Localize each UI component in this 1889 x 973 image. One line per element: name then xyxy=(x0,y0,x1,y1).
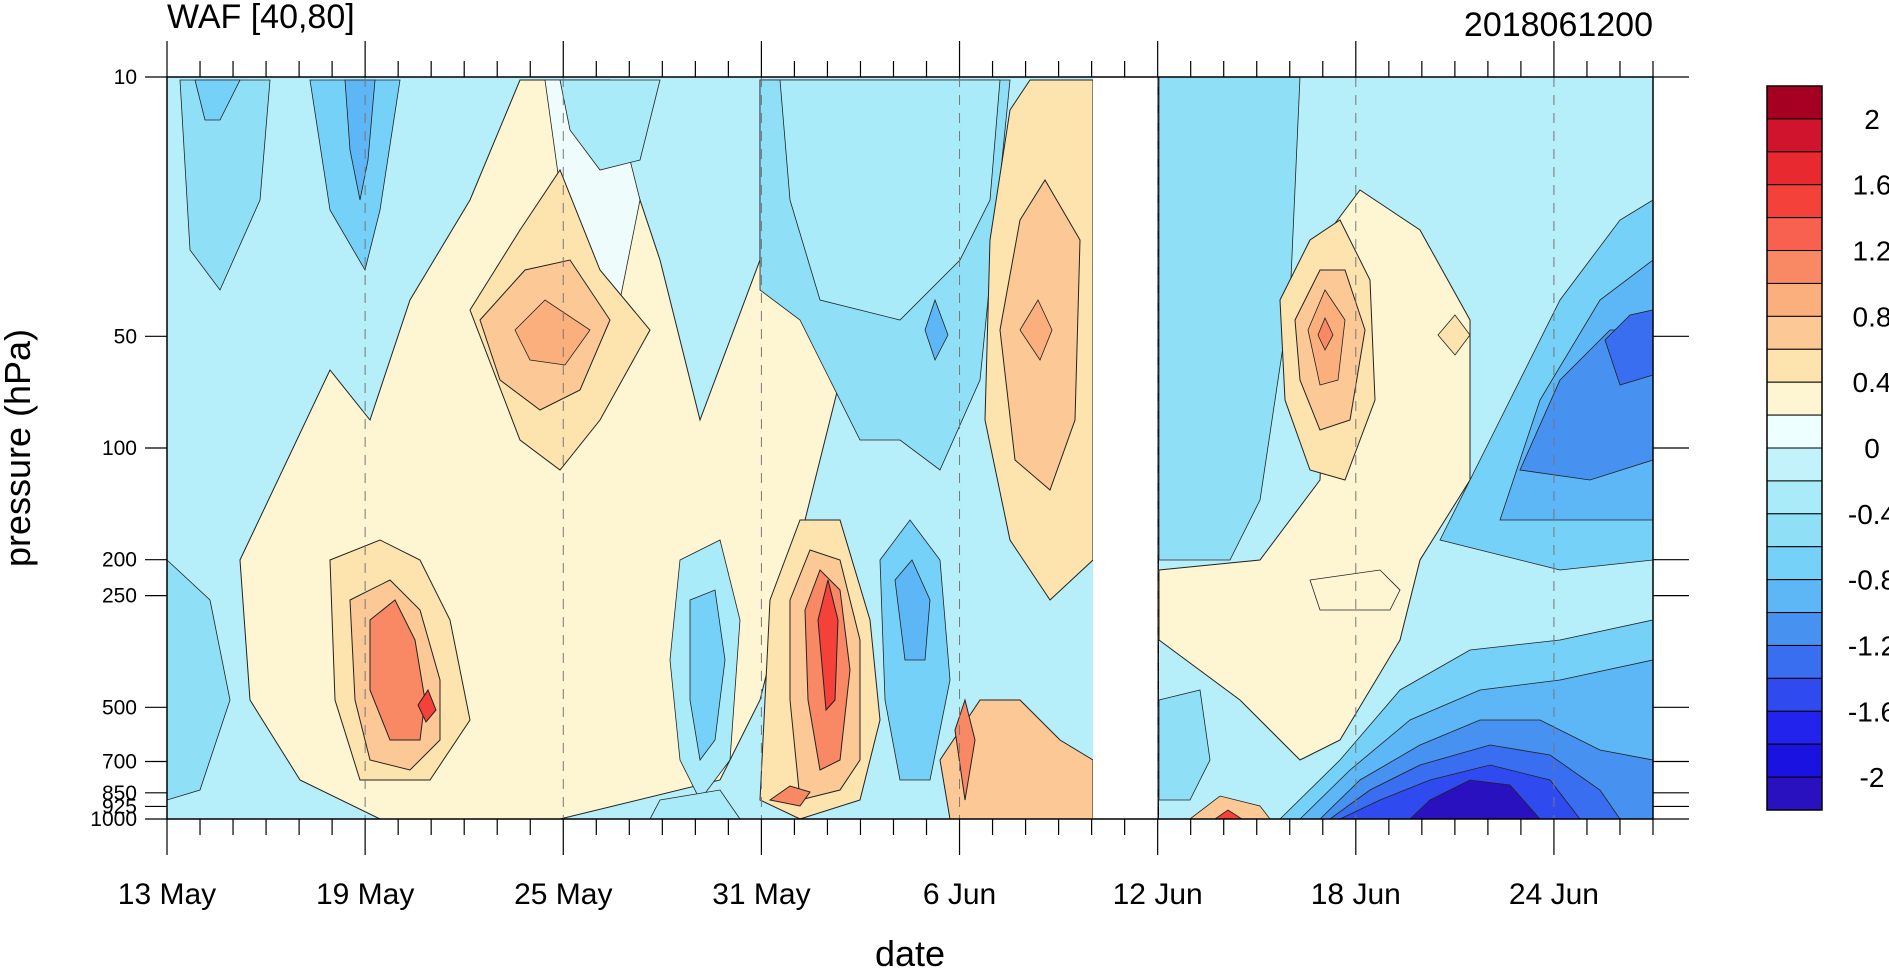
right-red-surface-13jun xyxy=(1214,809,1243,819)
x-guide-lines xyxy=(364,77,1555,819)
colorbar-swatch xyxy=(1766,85,1823,120)
orange-7jun-lower xyxy=(939,699,1094,819)
colorbar-label: 0 xyxy=(1864,433,1880,464)
colorbar-swatch xyxy=(1766,184,1823,219)
x-tick-label: 13 May xyxy=(118,878,216,911)
light-cyan-top xyxy=(559,79,661,171)
colorbar-swatch xyxy=(1766,447,1823,482)
right-cyan-lower-left xyxy=(1158,689,1211,801)
right-blue-surface-core xyxy=(1409,779,1541,819)
colorbar: 2 1.6 1.2 0.8 0.4 0 -0.4 -0.8 -1.2 -1.6 -2 xyxy=(1766,85,1889,811)
y-tick-label: 250 xyxy=(102,585,137,608)
y-tick-label: 850 xyxy=(102,782,137,805)
orange-19may-core xyxy=(417,688,437,723)
x-axis: 13 May 19 May 25 May 31 May 6 Jun 12 Jun 18 Ju… xyxy=(118,41,1654,911)
right-light-patch-250 xyxy=(1309,569,1401,611)
y-axis-title: pressure (hPa) xyxy=(0,329,38,567)
y-tick-label: 925 xyxy=(102,795,137,818)
y-tick-label: 500 xyxy=(102,696,137,719)
y-tick-label: 100 xyxy=(102,437,137,460)
colorbar-swatch xyxy=(1766,151,1823,186)
x-tick-label: 19 May xyxy=(316,878,414,911)
x-tick-label: 25 May xyxy=(514,878,612,911)
y-tick-label: 10 xyxy=(114,66,137,89)
x-tick-label: 24 Jun xyxy=(1509,878,1599,911)
cyan-column-28may-core xyxy=(689,589,726,761)
colorbar-label: -2 xyxy=(1860,762,1885,793)
colorbar-swatch xyxy=(1766,414,1823,449)
x-tick-label: 18 Jun xyxy=(1311,878,1401,911)
red-spot-surface-2jun xyxy=(768,785,811,807)
right-cyan-upper xyxy=(1158,77,1301,561)
cyan-bottom-29may xyxy=(649,789,741,819)
colorbar-label: 2 xyxy=(1864,104,1880,135)
chart-title-left: WAF [40,80] xyxy=(167,0,355,36)
orange-19may-inner xyxy=(369,599,426,741)
colorbar-swatch xyxy=(1766,250,1823,284)
orange-25may-inner xyxy=(514,299,591,366)
contour-field xyxy=(167,77,1653,819)
y-tick-label: 700 xyxy=(102,751,137,774)
plot-border xyxy=(166,76,1654,820)
colorbar-label: 0.8 xyxy=(1853,301,1889,332)
colorbar-border xyxy=(1766,85,1823,811)
colorbar-label: 0.4 xyxy=(1853,367,1889,398)
colorbar-swatch xyxy=(1766,348,1823,383)
colorbar-swatch xyxy=(1766,743,1823,778)
right-orange-spot-21jun xyxy=(1437,314,1471,356)
x-tick-label: 12 Jun xyxy=(1113,878,1203,911)
colorbar-swatch xyxy=(1766,644,1823,679)
y-guide-lines xyxy=(145,76,1689,820)
blue-column-5jun-core xyxy=(894,559,931,661)
blue-spot-6jun xyxy=(924,298,949,362)
red-column-2jun-core xyxy=(817,579,839,712)
cyan-upper-core xyxy=(779,79,1001,321)
blue-left-edge xyxy=(167,559,231,801)
colorbar-swatch xyxy=(1766,315,1823,350)
colorbar-swatch xyxy=(1766,118,1823,153)
colorbar-swatch xyxy=(1766,776,1823,811)
orange-8jun-inner xyxy=(1019,299,1053,361)
right-orange-surface-13jun xyxy=(1189,795,1271,819)
right-blue-wedge-core xyxy=(1604,309,1653,386)
colorbar-label: 1.6 xyxy=(1853,170,1889,201)
colorbar-swatch xyxy=(1766,217,1823,252)
colorbar-swatch xyxy=(1766,612,1823,646)
blue-top-left-1 xyxy=(179,79,271,291)
colorbar-swatch xyxy=(1766,480,1823,515)
right-orange-core xyxy=(1317,317,1334,351)
x-tick-label: 6 Jun xyxy=(923,878,996,911)
colorbar-swatch xyxy=(1766,677,1823,712)
x-tick-label: 31 May xyxy=(712,878,810,911)
colorbar-label: 1.2 xyxy=(1853,236,1889,267)
colorbar-swatch xyxy=(1766,513,1823,548)
colorbar-swatch xyxy=(1766,710,1823,745)
x-axis-title: date xyxy=(875,933,945,968)
colorbar-label: -1.2 xyxy=(1848,630,1889,661)
colorbar-label: -0.8 xyxy=(1848,565,1889,596)
colorbar-swatch xyxy=(1766,282,1823,317)
y-tick-label: 200 xyxy=(102,549,137,572)
blue-top-left-2 xyxy=(194,79,241,121)
y-tick-label: 1000 xyxy=(90,808,137,831)
blue-top-19may-core xyxy=(344,79,376,201)
y-tick-label: 50 xyxy=(114,325,137,348)
chart-title-right: 2018061200 xyxy=(1464,6,1653,44)
colorbar-swatch xyxy=(1766,381,1823,416)
colorbar-label: -0.4 xyxy=(1848,499,1889,530)
colorbar-label: -1.6 xyxy=(1848,696,1889,727)
missing-data-gap xyxy=(1093,77,1159,819)
colorbar-swatch xyxy=(1766,546,1823,581)
colorbar-swatch xyxy=(1766,579,1823,614)
